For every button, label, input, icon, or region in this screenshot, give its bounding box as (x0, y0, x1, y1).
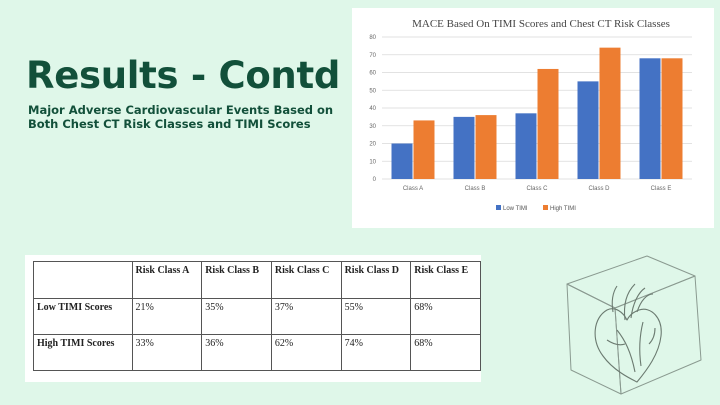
legend-label: Low TIMI (503, 206, 528, 212)
row-label: Low TIMI Scores (33, 298, 133, 335)
table-header-cell: Risk Class E (410, 261, 481, 299)
table-cell: 62% (270, 334, 342, 371)
y-tick-label: 80 (369, 35, 376, 41)
y-tick-label: 70 (369, 53, 376, 59)
results-table-panel: Risk Class A Risk Class B Risk Class C R… (25, 255, 481, 382)
table-cell: 55% (340, 298, 412, 335)
legend-swatch (543, 205, 548, 210)
table-cell: 35% (201, 298, 272, 335)
x-tick-label: Class C (526, 186, 548, 192)
y-tick-label: 10 (369, 159, 376, 165)
bar-chart: MACE Based On TIMI Scores and Chest CT R… (352, 8, 714, 228)
table-cell: 37% (270, 298, 342, 335)
table-row: High TIMI Scores 33% 36% 62% 74% 68% (33, 334, 481, 371)
y-tick-label: 20 (369, 142, 376, 148)
bar-high-timi-class-d (599, 47, 621, 180)
table-header-row: Risk Class A Risk Class B Risk Class C R… (33, 261, 481, 299)
y-tick-label: 50 (369, 88, 376, 94)
x-tick-label: Class E (651, 186, 672, 192)
y-tick-label: 0 (373, 177, 377, 183)
table-header-cell (33, 261, 133, 299)
bar-low-timi-class-b (453, 116, 475, 179)
bar-low-timi-class-d (577, 81, 599, 179)
slide-title: Results - Contd (26, 54, 341, 97)
table-row: Low TIMI Scores 21% 35% 37% 55% 68% (33, 298, 481, 335)
table-cell: 74% (340, 334, 412, 371)
bar-low-timi-class-e (639, 58, 661, 179)
legend-swatch (496, 205, 501, 210)
y-tick-label: 60 (369, 71, 376, 77)
table-cell: 21% (131, 298, 203, 335)
row-label: High TIMI Scores (33, 334, 133, 371)
table-header-cell: Risk Class A (131, 261, 203, 299)
table-cell: 68% (410, 298, 481, 335)
bar-high-timi-class-c (537, 68, 559, 179)
results-table: Risk Class A Risk Class B Risk Class C R… (33, 261, 481, 371)
table-header-cell: Risk Class B (201, 261, 272, 299)
heart-cube-icon (555, 248, 705, 398)
table-cell: 36% (201, 334, 272, 371)
legend-label: High TIMI (550, 206, 576, 212)
table-cell: 68% (410, 334, 481, 371)
y-tick-label: 30 (369, 124, 376, 130)
bar-high-timi-class-e (661, 58, 683, 179)
table-header-cell: Risk Class D (340, 261, 412, 299)
table-cell: 33% (131, 334, 203, 371)
bar-low-timi-class-c (515, 113, 537, 179)
bar-low-timi-class-a (391, 143, 413, 179)
y-tick-label: 40 (369, 106, 376, 112)
bar-high-timi-class-b (475, 115, 497, 179)
x-tick-label: Class B (465, 186, 486, 192)
chart-title: MACE Based On TIMI Scores and Chest CT R… (412, 18, 670, 30)
slide-subtitle: Major Adverse Cardiovascular Events Base… (28, 103, 334, 131)
bar-high-timi-class-a (413, 120, 435, 179)
x-tick-label: Class D (588, 186, 610, 192)
table-header-cell: Risk Class C (270, 261, 342, 299)
x-tick-label: Class A (403, 186, 423, 192)
